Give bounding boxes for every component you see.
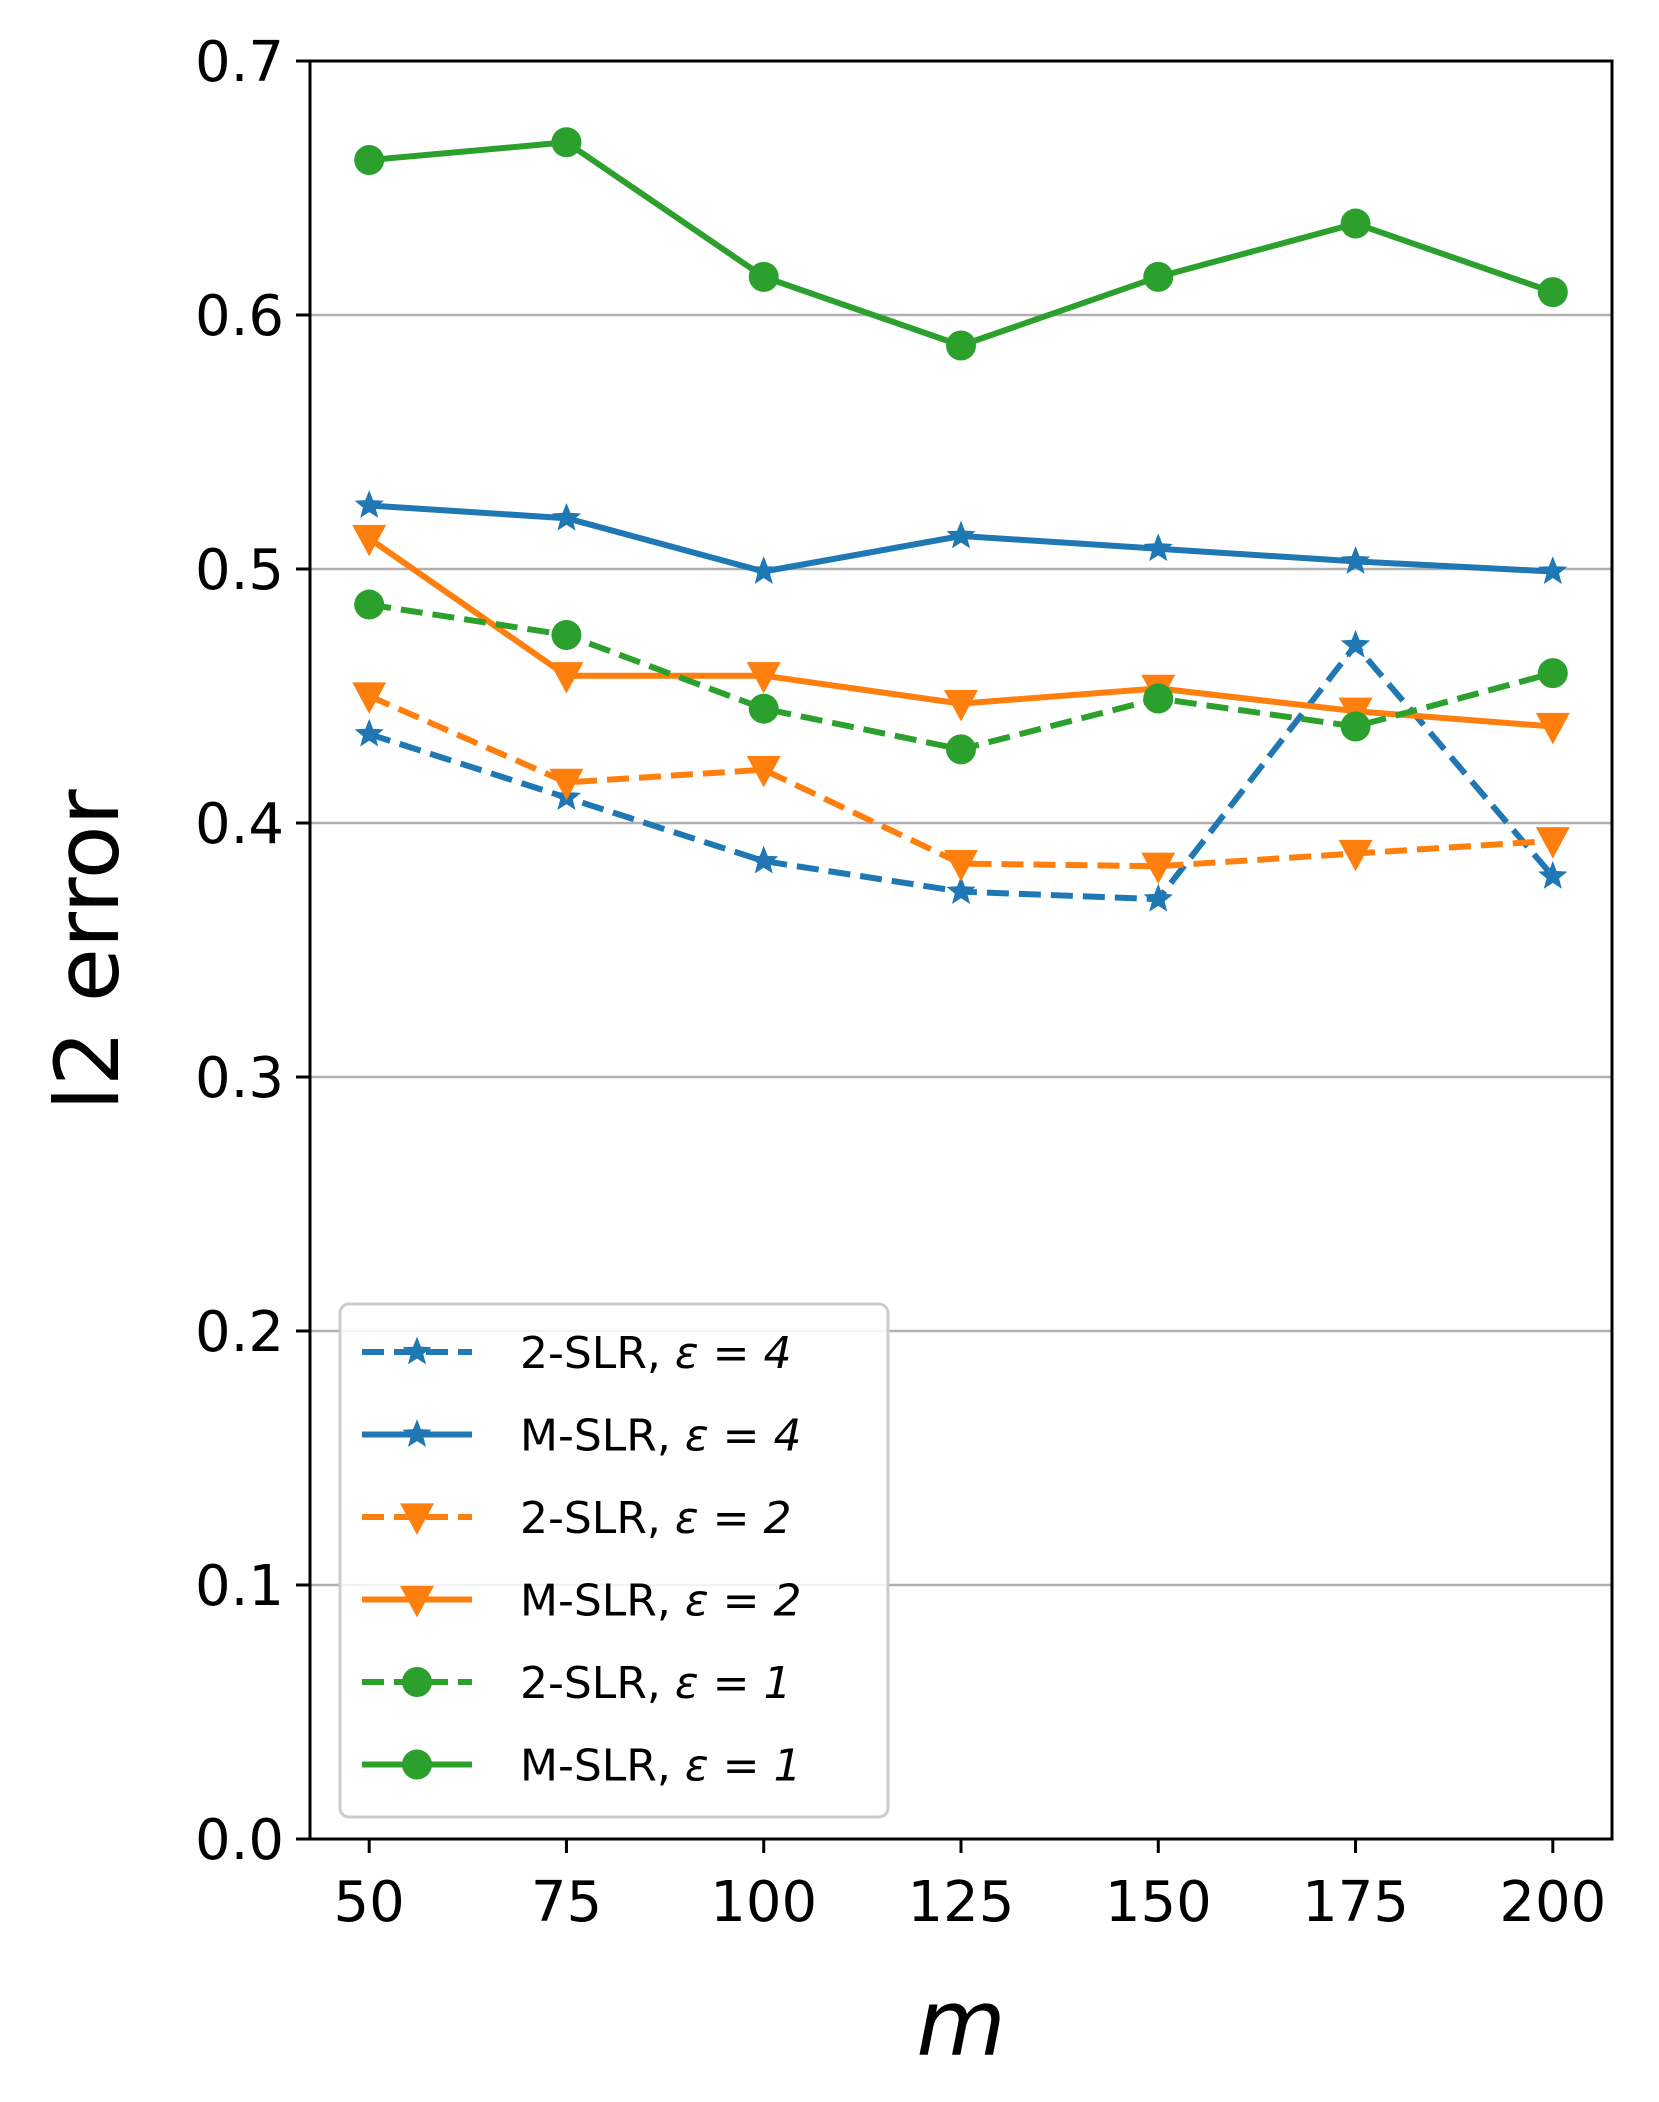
legend-item: 2-SLR, ε = 4 — [362, 1328, 791, 1379]
legend-item: M-SLR, ε = 4 — [362, 1411, 801, 1462]
series-1 — [354, 490, 1568, 585]
legend-marker — [402, 1749, 432, 1780]
data-point — [1340, 546, 1371, 574]
y-tick-label: 0.5 — [195, 538, 284, 603]
data-point — [1535, 712, 1570, 745]
y-tick-label: 0.7 — [195, 30, 284, 95]
data-point — [551, 127, 582, 158]
legend-item: M-SLR, ε = 1 — [362, 1741, 801, 1792]
data-point — [1340, 629, 1371, 658]
legend-label: 2-SLR, ε = 4 — [520, 1328, 791, 1379]
legend-series-name: M-SLR, — [520, 1741, 685, 1792]
series-4 — [354, 589, 1568, 765]
data-point — [1143, 883, 1173, 912]
legend-item: 2-SLR, ε = 1 — [362, 1658, 791, 1709]
legend-label: M-SLR, ε = 4 — [520, 1411, 801, 1462]
data-point — [1538, 860, 1568, 889]
legend-series-name: 2-SLR, — [520, 1493, 675, 1544]
y-axis: 0.0 0.1 0.2 0.3 0.4 0.5 0.6 0.7 — [195, 30, 310, 1873]
data-point — [549, 662, 584, 694]
legend-item: M-SLR, ε = 2 — [362, 1576, 801, 1627]
legend-label: 2-SLR, ε = 2 — [520, 1493, 791, 1544]
data-point — [1537, 658, 1568, 689]
x-tick-label: 75 — [531, 1870, 602, 1935]
data-point — [749, 556, 779, 585]
data-point — [946, 876, 976, 905]
legend-label: M-SLR, ε = 1 — [520, 1741, 801, 1792]
legend-epsilon: ε = 2 — [685, 1576, 802, 1627]
x-tick-label: 150 — [1105, 1870, 1212, 1935]
data-point — [1538, 556, 1568, 585]
data-point — [354, 718, 384, 747]
legend-epsilon: ε = 2 — [675, 1493, 792, 1544]
x-axis: 50 75 100 125 150 175 200 — [334, 1839, 1606, 1935]
data-point — [946, 520, 976, 549]
data-point — [944, 690, 978, 722]
data-point — [352, 682, 387, 714]
series-3 — [352, 524, 1570, 745]
y-tick-label: 0.4 — [195, 792, 284, 857]
data-point — [352, 524, 387, 557]
data-point — [746, 756, 781, 788]
legend-epsilon: ε = 4 — [685, 1411, 802, 1462]
legend-series-name: M-SLR, — [520, 1576, 685, 1627]
data-point — [1143, 533, 1173, 562]
series-2 — [352, 682, 1570, 885]
data-point — [354, 490, 384, 518]
legend-series-name: M-SLR, — [520, 1411, 685, 1462]
legend-marker — [402, 1667, 432, 1697]
data-point — [1143, 261, 1174, 292]
legend-marker — [402, 1419, 432, 1447]
y-tick-label: 0.2 — [195, 1300, 284, 1365]
data-point — [1340, 208, 1371, 239]
legend-box — [338, 1302, 890, 1819]
series-5 — [354, 127, 1568, 361]
data-point — [1535, 827, 1570, 859]
x-axis-label: m — [916, 1970, 1006, 2077]
data-point — [354, 145, 385, 176]
data-point — [946, 330, 976, 361]
legend-epsilon: ε = 1 — [685, 1741, 802, 1792]
x-tick-label: 100 — [710, 1870, 817, 1935]
data-point — [1340, 711, 1371, 742]
data-point — [1141, 852, 1176, 885]
x-tick-label: 175 — [1302, 1870, 1409, 1935]
x-tick-label: 200 — [1499, 1870, 1606, 1935]
x-tick-label: 50 — [334, 1870, 405, 1935]
data-point — [1338, 839, 1373, 872]
data-point — [748, 693, 779, 724]
x-tick-label: 125 — [908, 1870, 1015, 1935]
data-point — [946, 734, 976, 765]
legend-series-name: 2-SLR, — [520, 1328, 675, 1379]
series-layer — [352, 127, 1570, 912]
legend-marker — [400, 1585, 434, 1618]
data-point — [748, 261, 779, 292]
data-point — [549, 768, 584, 801]
legend-label: 2-SLR, ε = 1 — [520, 1658, 791, 1709]
legend-series-name: 2-SLR, — [520, 1658, 675, 1709]
y-tick-label: 0.1 — [195, 1554, 284, 1619]
data-point — [944, 850, 978, 882]
legend-item: 2-SLR, ε = 2 — [362, 1493, 791, 1544]
y-axis-label: l2 error — [36, 788, 139, 1110]
legend-marker — [400, 1503, 434, 1535]
legend-epsilon: ε = 4 — [675, 1328, 792, 1379]
y-tick-label: 0.0 — [195, 1808, 284, 1873]
data-point — [1143, 683, 1174, 714]
legend-epsilon: ε = 1 — [675, 1658, 792, 1709]
data-point — [551, 502, 582, 531]
data-point — [749, 845, 779, 874]
legend-label: M-SLR, ε = 2 — [520, 1576, 801, 1627]
data-point — [354, 589, 385, 620]
y-tick-label: 0.6 — [195, 284, 284, 349]
legend-marker — [402, 1336, 432, 1365]
legend: 2-SLR, ε = 4M-SLR, ε = 42-SLR, ε = 2M-SL… — [338, 1302, 890, 1819]
data-point — [746, 662, 781, 694]
data-point — [551, 620, 582, 651]
data-point — [1537, 277, 1568, 308]
series-line — [368, 601, 1554, 753]
y-tick-label: 0.3 — [195, 1046, 284, 1111]
